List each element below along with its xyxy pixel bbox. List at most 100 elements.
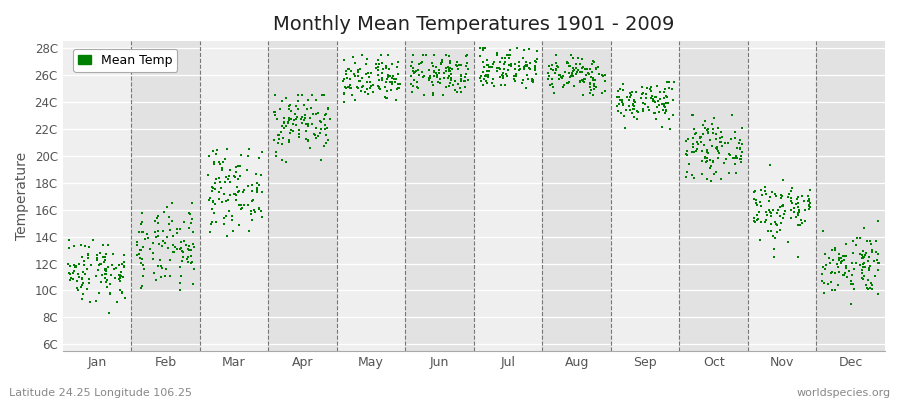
Point <box>733 156 747 163</box>
Point <box>220 176 235 182</box>
Point <box>635 106 650 112</box>
Point <box>254 208 268 214</box>
Point <box>616 87 630 93</box>
Point <box>558 69 572 76</box>
Point <box>611 88 625 94</box>
Point <box>773 195 788 201</box>
Point <box>90 251 104 258</box>
Point <box>646 98 661 104</box>
Point <box>255 214 269 220</box>
Point <box>801 203 815 210</box>
Point <box>95 272 110 278</box>
Point <box>648 94 662 100</box>
Point <box>496 75 510 81</box>
Bar <box>611 41 680 351</box>
Point <box>700 158 715 164</box>
Point <box>498 54 512 61</box>
Point <box>135 210 149 216</box>
Point <box>446 81 461 88</box>
Point <box>175 239 189 246</box>
Point <box>358 88 373 95</box>
Point <box>385 79 400 86</box>
Point <box>766 207 780 213</box>
Point <box>500 52 514 58</box>
Point <box>491 64 505 71</box>
Point <box>320 124 334 131</box>
Point <box>560 80 574 86</box>
Point <box>526 79 540 86</box>
Point <box>86 236 100 243</box>
Point <box>768 191 782 198</box>
Point <box>309 135 323 142</box>
Point <box>687 149 701 155</box>
Point <box>587 81 601 87</box>
Point <box>133 255 148 262</box>
Point <box>134 256 148 262</box>
Point <box>628 99 643 105</box>
Point <box>791 254 806 260</box>
Point <box>459 52 473 59</box>
Point <box>652 109 666 115</box>
Point <box>787 205 801 211</box>
Point <box>100 284 114 290</box>
Point <box>641 104 655 110</box>
Point <box>278 94 293 101</box>
Point <box>344 68 358 75</box>
Point <box>179 256 194 263</box>
Point <box>582 81 597 87</box>
Point <box>297 117 311 124</box>
Point <box>569 71 583 77</box>
Point <box>576 92 590 98</box>
Point <box>657 89 671 95</box>
Point <box>282 102 296 109</box>
Point <box>773 226 788 233</box>
Point <box>310 110 325 117</box>
Point <box>844 272 859 278</box>
Point <box>183 211 197 218</box>
Point <box>415 69 429 75</box>
Point <box>163 227 177 233</box>
Point <box>580 69 595 76</box>
Point <box>162 214 176 220</box>
Point <box>821 281 835 287</box>
Point <box>391 85 405 91</box>
Point <box>734 144 748 151</box>
Point <box>432 70 446 76</box>
Point <box>775 193 789 199</box>
Point <box>337 56 351 63</box>
Point <box>447 78 462 84</box>
Point <box>230 184 245 190</box>
Point <box>361 90 375 97</box>
Point <box>477 76 491 82</box>
Point <box>855 266 869 273</box>
Point <box>819 262 833 268</box>
Point <box>825 269 840 276</box>
Point <box>381 72 395 78</box>
Point <box>629 116 643 122</box>
Point <box>184 247 199 253</box>
Point <box>507 73 521 79</box>
Point <box>77 262 92 269</box>
Point <box>733 146 747 152</box>
Point <box>371 72 385 78</box>
Point <box>214 185 229 191</box>
Point <box>267 92 282 98</box>
Point <box>374 60 389 66</box>
Point <box>688 130 702 137</box>
Point <box>351 73 365 79</box>
Point <box>764 220 778 227</box>
Point <box>722 151 736 158</box>
Point <box>709 136 724 142</box>
Point <box>312 118 327 124</box>
Point <box>727 160 742 167</box>
Point <box>443 60 457 66</box>
Point <box>837 270 851 276</box>
Point <box>132 247 147 254</box>
Point <box>181 246 195 252</box>
Point <box>694 139 708 145</box>
Point <box>301 96 315 103</box>
Point <box>279 159 293 166</box>
Point <box>422 67 436 74</box>
Point <box>289 121 303 128</box>
Point <box>796 192 810 199</box>
